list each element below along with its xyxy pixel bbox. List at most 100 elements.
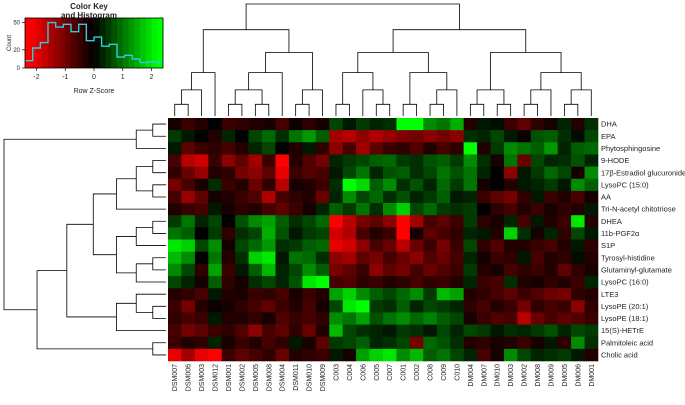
- heatmap-cell: [584, 336, 599, 350]
- heatmap-cell: [221, 166, 236, 180]
- column-label: DM006: [575, 364, 582, 387]
- color-key-bin: [59, 18, 66, 68]
- heatmap-cell: [477, 227, 491, 240]
- heatmap-cell: [436, 215, 451, 228]
- heatmap-cell: [477, 130, 491, 143]
- heatmap-cell: [262, 130, 276, 143]
- heatmap-cell: [302, 312, 317, 325]
- heatmap-cell: [262, 275, 276, 289]
- heatmap-cell: [288, 336, 303, 350]
- heatmap-cell: [450, 263, 464, 277]
- column-label: C001: [401, 364, 408, 381]
- heatmap-cell: [557, 239, 572, 252]
- heatmap-cell: [275, 348, 290, 362]
- color-key-title: Color Key: [70, 2, 108, 11]
- column-label: DSM005: [253, 364, 260, 391]
- heatmap-cell: [463, 324, 478, 337]
- heatmap-cell: [262, 263, 276, 277]
- heatmap-cell: [557, 251, 572, 265]
- heatmap-cell: [463, 203, 478, 216]
- heatmap-cell: [194, 324, 209, 337]
- heatmap-cell: [383, 178, 397, 192]
- heatmap-cell: [450, 227, 464, 240]
- heatmap-cell: [557, 263, 572, 277]
- heatmap-cell: [436, 118, 451, 131]
- heatmap-cell: [517, 251, 532, 265]
- heatmap-cell: [288, 118, 303, 131]
- heatmap-cell: [356, 288, 370, 301]
- heatmap-cell: [235, 288, 249, 301]
- heatmap-cell: [329, 324, 343, 337]
- heatmap-cell: [221, 275, 236, 289]
- heatmap-cell: [194, 336, 209, 350]
- heatmap-cell: [221, 215, 236, 228]
- heatmap-cell: [450, 324, 464, 337]
- heatmap-cell: [275, 142, 290, 155]
- heatmap-cell: [571, 166, 585, 180]
- heatmap-cell: [262, 215, 276, 228]
- heatmap-cell: [329, 190, 343, 204]
- heatmap-cell: [302, 118, 317, 131]
- heatmap-cell: [503, 300, 518, 313]
- heatmap-cell: [262, 251, 276, 265]
- row-label: Glutaminyl-glutamate: [601, 265, 672, 274]
- heatmap-cell: [342, 190, 357, 204]
- heatmap-cell: [315, 312, 330, 325]
- heatmap-cell: [221, 348, 236, 362]
- heatmap-cell: [181, 263, 196, 277]
- color-key-bin: [128, 18, 135, 68]
- heatmap-cell: [302, 239, 317, 252]
- heatmap-cell: [369, 336, 384, 350]
- column-dendrogram-branch: [181, 89, 202, 116]
- heatmap-cell: [409, 130, 424, 143]
- heatmap-cell: [262, 227, 276, 240]
- row-label: DHEA: [601, 217, 622, 226]
- heatmap-cell: [436, 142, 451, 155]
- heatmap-cell: [262, 288, 276, 301]
- heatmap-cell: [584, 215, 599, 228]
- color-key-x-tick-label: 0: [92, 74, 96, 81]
- heatmap-cell: [194, 227, 209, 240]
- heatmap-cell: [490, 142, 505, 155]
- heatmap-cell: [477, 166, 491, 180]
- heatmap-cell: [208, 166, 223, 180]
- heatmap-cell: [409, 215, 424, 228]
- color-key-bin: [140, 18, 147, 68]
- heatmap-cell: [194, 263, 209, 277]
- row-dendrogram-branch: [116, 302, 166, 332]
- heatmap-cell: [302, 178, 317, 192]
- heatmap-cell: [302, 288, 317, 301]
- heatmap-cell: [383, 118, 397, 131]
- heatmap-cell: [530, 312, 545, 325]
- heatmap-cell: [544, 239, 558, 252]
- heatmap-cell: [315, 275, 330, 289]
- heatmap-cell: [396, 227, 411, 240]
- heatmap-cell: [194, 130, 209, 143]
- row-label: Phytosphingosine: [601, 144, 660, 153]
- column-dendrogram-branch: [429, 103, 444, 116]
- heatmap-cell: [503, 324, 518, 337]
- heatmap-cell: [463, 215, 478, 228]
- heatmap-cell: [181, 324, 196, 337]
- heatmap-cell: [235, 142, 249, 155]
- heatmap-cell: [450, 300, 464, 313]
- heatmap-cell: [571, 324, 585, 337]
- heatmap-cell: [396, 142, 411, 155]
- heatmap-cell: [477, 288, 491, 301]
- heatmap-cell: [530, 190, 545, 204]
- heatmap-cell: [262, 154, 276, 167]
- heatmap-cell: [315, 239, 330, 252]
- heatmap-cell: [235, 130, 249, 143]
- heatmap-cell: [490, 251, 505, 265]
- heatmap-cell: [503, 215, 518, 228]
- heatmap-cell: [342, 300, 357, 313]
- column-label: C003: [333, 364, 340, 381]
- heatmap-cell: [396, 118, 411, 131]
- heatmap-cell: [383, 203, 397, 216]
- heatmap-cell: [194, 142, 209, 155]
- heatmap-cell: [544, 336, 558, 350]
- heatmap-cell: [208, 324, 223, 337]
- heatmap-cell: [423, 300, 438, 313]
- column-dendrogram-branch: [174, 103, 189, 116]
- heatmap-cell: [168, 203, 182, 216]
